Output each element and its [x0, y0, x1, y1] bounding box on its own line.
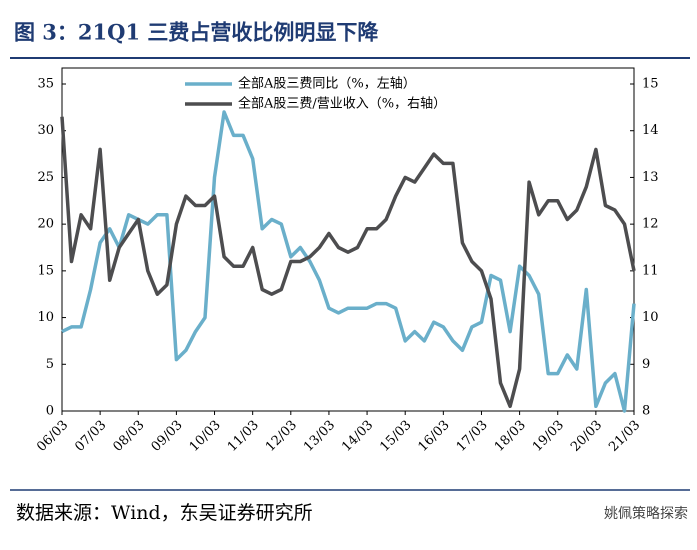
series-line: [60, 116, 636, 409]
x-tick-label: 15/03: [377, 418, 414, 455]
x-tick-label: 21/03: [606, 418, 643, 455]
x-tick-label: 06/03: [34, 418, 71, 455]
y-tick-label: 20: [37, 217, 54, 232]
y-tick-label: 15: [37, 263, 54, 278]
series-line: [61, 110, 636, 413]
chart-title: 图 3：21Q1 三费占营收比例明显下降: [14, 20, 379, 45]
x-tick-label: 07/03: [72, 418, 109, 455]
y2-tick-label: 10: [642, 310, 659, 325]
x-tick-label: 18/03: [492, 418, 529, 455]
y-tick-label: 35: [37, 77, 54, 92]
y2-tick-label: 11: [642, 263, 659, 278]
x-tick-label: 09/03: [149, 418, 186, 455]
y2-tick-label: 14: [642, 123, 659, 138]
legend-label: 全部A股三费/营业收入（%，右轴）: [238, 96, 446, 112]
x-tick-label: 13/03: [301, 418, 338, 455]
y-tick-label: 25: [37, 170, 54, 185]
y2-tick-label: 12: [642, 217, 659, 232]
x-tick-label: 10/03: [187, 418, 224, 455]
y-tick-label: 10: [37, 310, 54, 325]
watermark: 姚佩策略探索: [604, 505, 688, 522]
x-tick-label: 17/03: [454, 418, 491, 455]
x-tick-label: 19/03: [530, 418, 567, 455]
y-tick-label: 5: [46, 357, 54, 372]
y-tick-label: 30: [37, 123, 54, 138]
x-tick-label: 08/03: [110, 418, 147, 455]
y2-tick-label: 9: [642, 357, 650, 372]
legend-label: 全部A股三费同比（%，左轴）: [238, 76, 416, 92]
source: 数据来源：Wind，东吴证券研究所: [16, 502, 313, 524]
x-tick-label: 12/03: [263, 418, 300, 455]
x-tick-label: 14/03: [339, 418, 376, 455]
x-tick-label: 20/03: [568, 418, 605, 455]
x-tick-label: 11/03: [225, 418, 262, 455]
y-tick-label: 0: [46, 404, 54, 419]
y2-tick-label: 15: [642, 77, 659, 92]
y2-tick-label: 13: [642, 170, 659, 185]
x-tick-label: 16/03: [416, 418, 453, 455]
y2-tick-label: 8: [642, 404, 650, 419]
plot-frame: [61, 67, 635, 412]
